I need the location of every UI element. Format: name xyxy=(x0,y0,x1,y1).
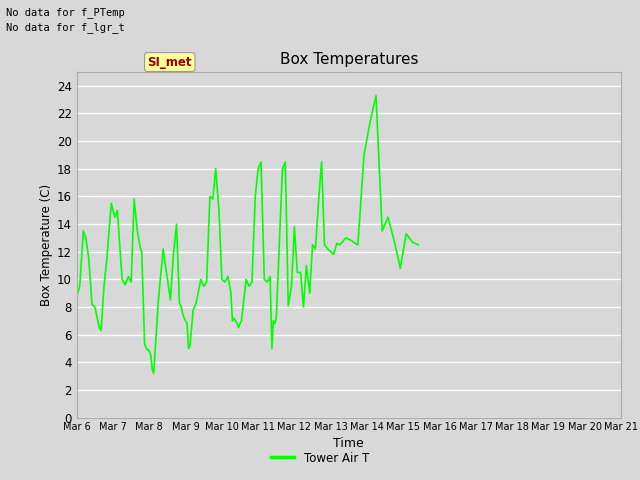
Text: No data for f_lgr_t: No data for f_lgr_t xyxy=(6,22,125,33)
Text: No data for f_PTemp: No data for f_PTemp xyxy=(6,7,125,18)
Legend: Tower Air T: Tower Air T xyxy=(266,447,374,469)
Y-axis label: Box Temperature (C): Box Temperature (C) xyxy=(40,184,52,306)
Text: SI_met: SI_met xyxy=(147,56,192,69)
Title: Box Temperatures: Box Temperatures xyxy=(280,52,418,67)
X-axis label: Time: Time xyxy=(333,437,364,450)
